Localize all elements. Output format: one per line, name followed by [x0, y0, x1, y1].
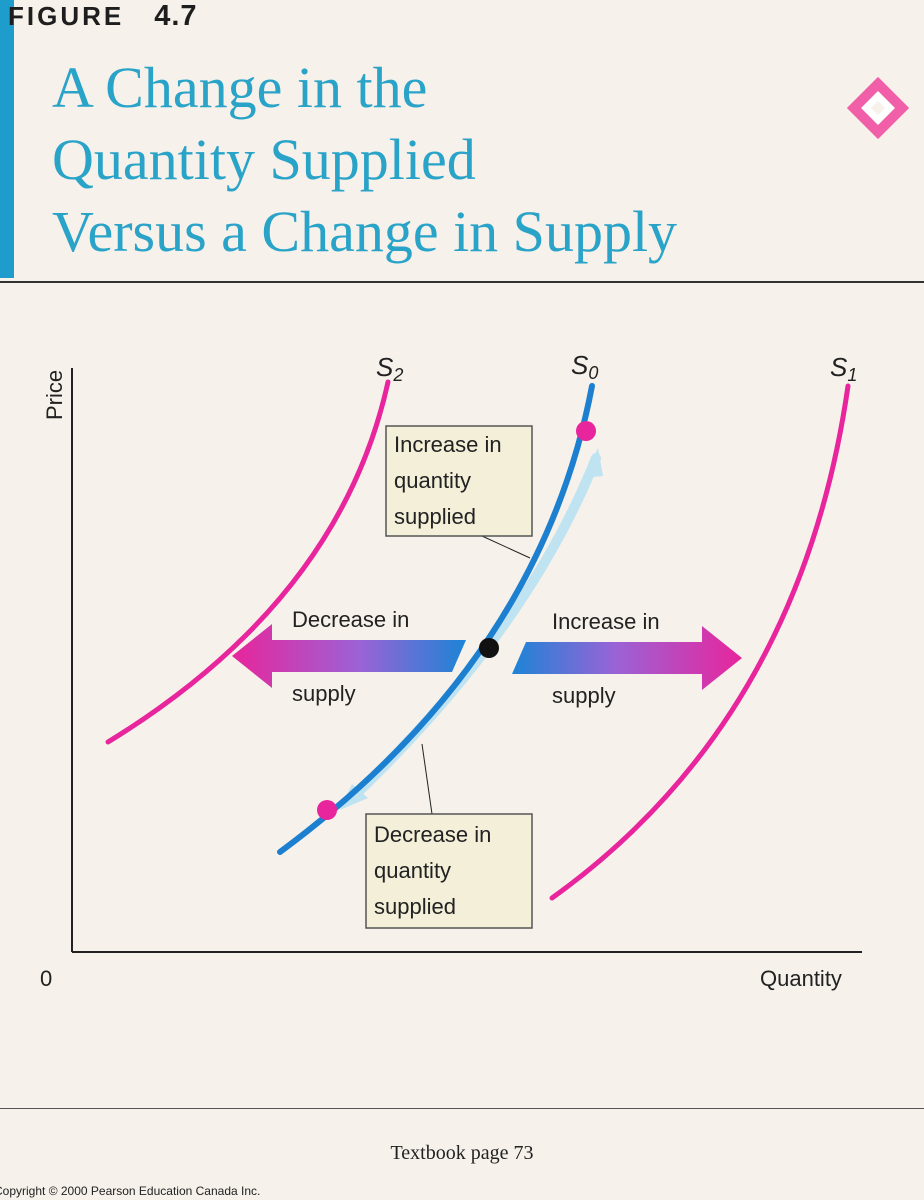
- callout-decrease-line-3: supplied: [374, 894, 456, 919]
- guide-arrowhead-down: [340, 784, 368, 810]
- decrease-supply-label-bottom: supply: [292, 681, 356, 706]
- supply-curve-s1: [549, 383, 851, 901]
- curve-label-s1: S1: [830, 352, 857, 385]
- callout-increase-line-2: quantity: [394, 468, 471, 493]
- lower-point-s0: [317, 800, 337, 820]
- increase-supply-arrow: [512, 626, 742, 690]
- callout-decrease-line-1: Decrease in: [374, 822, 491, 847]
- figure-word: FIGURE: [8, 1, 125, 31]
- equilibrium-point: [479, 638, 499, 658]
- x-axis-label: Quantity: [760, 966, 842, 991]
- origin-label: 0: [40, 966, 52, 991]
- upper-point-s0: [576, 421, 596, 441]
- callout-box-increase: [385, 425, 533, 537]
- supply-curve-s2: [105, 379, 391, 745]
- accent-bar: [0, 0, 14, 278]
- figure-number: 4.7: [154, 0, 198, 32]
- decrease-supply-arrow: [232, 624, 466, 688]
- increase-supply-label-top: Increase in: [552, 609, 660, 634]
- callout-leader-decrease: [421, 743, 433, 815]
- curve-label-s2: S2: [376, 352, 403, 385]
- footer-divider: [0, 1108, 924, 1109]
- title-line-1: A Change in the: [52, 55, 428, 120]
- copyright-notice: Copyright © 2000 Pearson Education Canad…: [0, 1184, 261, 1198]
- decrease-supply-label-top: Decrease in: [292, 607, 409, 632]
- callout-increase-line-3: supplied: [394, 504, 476, 529]
- callout-box-decrease: [365, 813, 533, 929]
- pink-diamond-icon: [846, 76, 910, 140]
- figure-title: A Change in the Quantity Supplied Versus…: [52, 52, 852, 268]
- increase-supply-label-bottom: supply: [552, 683, 616, 708]
- figure-label: FIGURE 4.7: [8, 0, 198, 33]
- callout-leader-increase: [481, 535, 531, 559]
- y-axis-label: Price: [42, 370, 67, 420]
- title-line-2: Quantity Supplied: [52, 127, 476, 192]
- curve-label-s0: S0: [571, 350, 598, 383]
- callout-decrease-line-2: quantity: [374, 858, 451, 883]
- supply-diagram: Price Quantity 0 S2 S0 S1 Decrease in su…: [40, 350, 862, 991]
- page-reference: Textbook page 73: [390, 1142, 534, 1164]
- guide-arrowhead-up: [583, 448, 603, 478]
- title-divider: [0, 281, 924, 283]
- callout-increase-line-1: Increase in: [394, 432, 502, 457]
- title-line-3: Versus a Change in Supply: [52, 199, 678, 264]
